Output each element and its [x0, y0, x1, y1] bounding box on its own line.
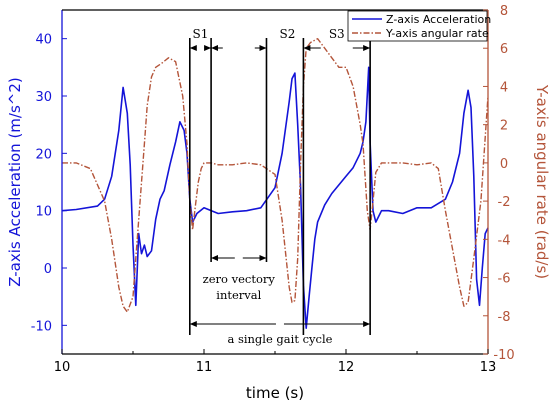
annotation-layer: S1 S2 S3 zero vectory interval a single gait … [189, 27, 371, 346]
y-left-tick-label: 0 [44, 262, 52, 277]
zero-velocity-label: zero vectory [203, 272, 276, 286]
x-tick-label: 11 [196, 360, 213, 375]
y-right-tick-label: 4 [500, 80, 508, 95]
legend-label-accel: Z-axis Acceleration [386, 13, 491, 26]
series-line-z-acceleration [61, 66, 489, 330]
legend-box [347, 10, 488, 42]
y-left-tick-label: -10 [31, 319, 52, 334]
y-left-tick-label: 40 [35, 33, 52, 48]
zero-velocity-label-line2: interval [216, 288, 261, 302]
legend: Z-axis Acceleration Y-axis angular rate [347, 10, 491, 42]
legend-label-angular: Y-axis angular rate [385, 27, 489, 40]
phase-label-s3: S3 [329, 27, 345, 41]
y-right-tick-label: 8 [500, 4, 508, 19]
y-right-tick-label: -10 [493, 348, 514, 363]
y-axis-left-label: Z-axis Acceleration (m/s^2) [6, 77, 24, 287]
y-left-tick-label: 20 [35, 147, 52, 162]
plot-area [62, 10, 488, 354]
y-left-tick-label: 30 [35, 90, 52, 105]
phase-label-s1: S1 [193, 27, 209, 41]
phase-label-s2: S2 [279, 27, 295, 41]
gait-cycle-label: a single gait cycle [227, 332, 332, 346]
x-axis-label: time (s) [246, 384, 304, 402]
y-right-tick-label: 6 [500, 42, 508, 57]
y-right-tick-label: -4 [498, 233, 511, 248]
y-right-tick-label: -2 [498, 195, 511, 210]
x-tick-label: 12 [338, 360, 355, 375]
y-left-tick-label: 10 [35, 205, 52, 220]
series-line-y-angular-rate [62, 38, 489, 313]
y-right-tick-label: -6 [498, 272, 511, 287]
series-layer [61, 38, 489, 330]
y-right-tick-label: 0 [500, 157, 508, 172]
x-tick-label: 10 [54, 360, 71, 375]
y-right-tick-label: -8 [498, 310, 511, 325]
x-tick-label: 13 [480, 360, 497, 375]
y-right-tick-label: 2 [500, 119, 508, 134]
y-axis-right-label: Y-axis angular rate (rad/s) [533, 84, 550, 279]
